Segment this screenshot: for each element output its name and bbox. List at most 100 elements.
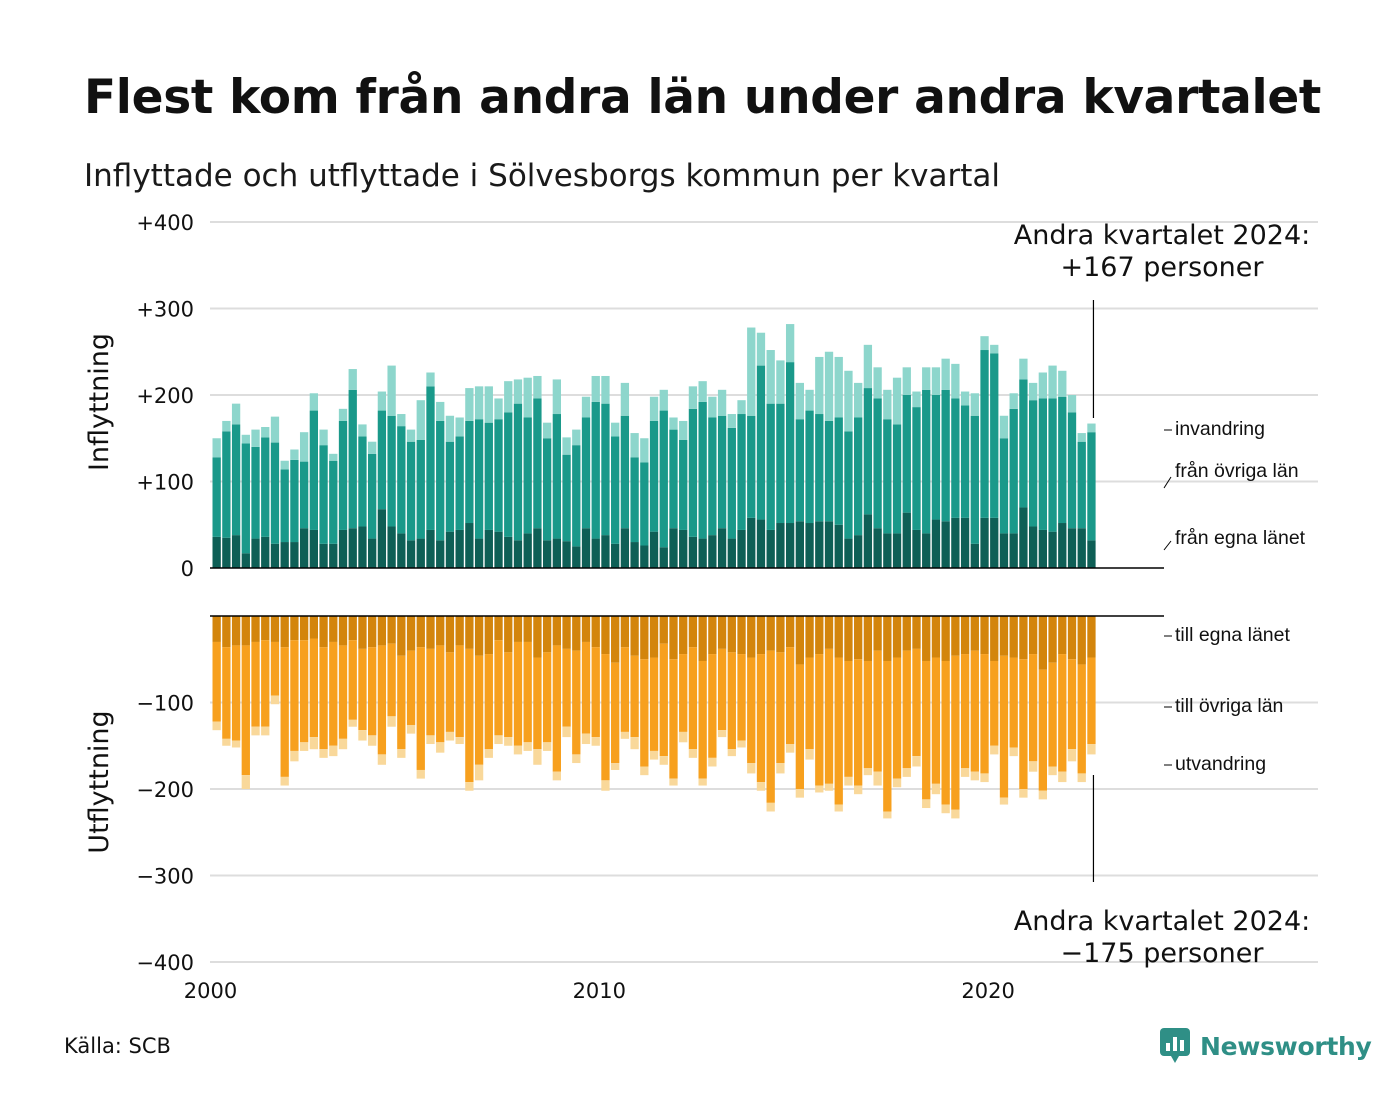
bar-in-immigration (474, 386, 484, 420)
series-label-out-emigration: utvandring (1175, 753, 1266, 775)
bar-in-own-county (465, 523, 474, 568)
bar-in-other-counties (484, 422, 493, 530)
bar-in-own-county (1048, 531, 1057, 568)
bar-out-own-county (785, 616, 795, 648)
bar-out-other-counties (533, 657, 542, 750)
bar-out-other-counties (824, 648, 834, 784)
bar-in-other-counties (747, 415, 756, 518)
bar-in-own-county (1019, 507, 1028, 568)
bar-in-other-counties (445, 441, 455, 532)
bar-out-own-county (824, 616, 834, 649)
bar-in-immigration (611, 422, 620, 437)
bar-out-emigration (805, 749, 814, 760)
bar-in-immigration (805, 389, 814, 411)
bar-out-emigration (815, 785, 824, 793)
bar-in-immigration (377, 391, 387, 411)
bar-in-own-county (980, 517, 989, 568)
bar-in-other-counties (212, 457, 221, 537)
bar-out-emigration (465, 782, 474, 791)
bar-out-other-counties (231, 645, 241, 741)
bar-in-other-counties (1077, 441, 1086, 529)
bar-in-other-counties (572, 445, 581, 547)
bar-in-immigration (912, 391, 921, 408)
bar-in-immigration (737, 400, 746, 415)
bar-out-other-counties (698, 660, 707, 779)
bar-in-other-counties (620, 415, 630, 529)
bar-out-own-county (562, 616, 571, 649)
bar-out-emigration (513, 745, 523, 755)
bar-in-immigration (824, 351, 834, 421)
bar-in-own-county (397, 533, 406, 568)
bar-out-other-counties (727, 652, 736, 750)
bar-in-immigration (844, 370, 853, 432)
bar-out-emigration (533, 749, 542, 765)
bar-in-own-county (990, 517, 999, 568)
bar-out-other-counties (854, 659, 863, 786)
bar-out-other-counties (1038, 669, 1047, 791)
bar-out-own-county (679, 616, 688, 655)
bar-out-other-counties (766, 650, 775, 803)
bar-in-other-counties (902, 395, 911, 513)
bar-in-other-counties (999, 438, 1009, 534)
bar-out-other-counties (892, 657, 902, 779)
bar-in-other-counties (290, 459, 299, 543)
bar-out-other-counties (688, 647, 698, 750)
bar-in-own-county (640, 545, 649, 568)
annotations: Andra kvartalet 2024:+167 personerAndra … (1014, 220, 1310, 969)
bar-out-emigration (309, 737, 318, 750)
bar-out-other-counties (572, 650, 581, 755)
chart-subtitle: Inflyttade och utflyttade i Sölvesborgs … (84, 158, 1000, 194)
bar-out-own-county (465, 616, 474, 649)
bar-in-own-county (708, 535, 717, 568)
series-label-leader (1163, 540, 1172, 551)
bar-in-own-county (795, 521, 804, 568)
bar-out-own-county (931, 616, 941, 658)
bar-out-other-counties (601, 654, 610, 781)
axes: +400 +300 +200 +100 0 −100 −200 −300 −400 Inflytt… (84, 211, 1164, 1003)
bar-in-other-counties (523, 417, 532, 534)
bar-in-own-county (698, 538, 707, 568)
bar-out-own-county (377, 616, 387, 646)
bar-in-immigration (309, 393, 318, 411)
bar-out-emigration (717, 730, 727, 738)
bar-out-own-county (445, 616, 455, 653)
bar-out-own-county (727, 616, 736, 653)
bar-in-other-counties (270, 442, 280, 544)
bar-in-immigration (533, 375, 542, 399)
bar-out-other-counties (737, 654, 746, 741)
y-tick-label: −400 (136, 951, 194, 975)
bar-out-other-counties (299, 640, 309, 743)
bar-in-other-counties (922, 389, 931, 534)
bar-in-own-county (504, 536, 513, 568)
bar-out-emigration (708, 757, 717, 767)
bar-out-own-county (834, 616, 843, 658)
bar-in-own-county (756, 519, 766, 568)
bar-out-emigration (922, 799, 931, 809)
bar-in-immigration (280, 460, 289, 470)
bar-in-immigration (834, 356, 843, 418)
bar-in-other-counties (805, 410, 814, 524)
bar-in-own-county (1058, 523, 1067, 568)
bar-out-emigration (416, 769, 425, 779)
bar-in-immigration (358, 424, 367, 437)
bar-out-other-counties (270, 641, 280, 696)
bar-out-emigration (640, 766, 649, 776)
bar-in-own-county (212, 536, 221, 568)
bar-in-own-county (251, 538, 260, 568)
bar-in-immigration (1028, 382, 1038, 401)
bar-in-immigration (484, 386, 493, 423)
bar-in-own-county (970, 543, 979, 568)
bar-in-other-counties (679, 439, 688, 530)
bar-in-other-counties (513, 403, 523, 541)
bar-out-emigration (572, 754, 581, 764)
bar-out-own-county (630, 616, 639, 656)
bar-in-own-county (669, 528, 678, 568)
brand-logo[interactable]: Newsworthy (1160, 1026, 1372, 1066)
y-tick-label: −200 (136, 778, 194, 802)
bar-in-own-county (863, 514, 873, 568)
bar-out-emigration (951, 809, 960, 819)
bar-in-immigration (659, 389, 668, 411)
bar-out-other-counties (1058, 654, 1067, 772)
bar-out-other-counties (669, 659, 678, 779)
bar-in-immigration (416, 400, 425, 440)
